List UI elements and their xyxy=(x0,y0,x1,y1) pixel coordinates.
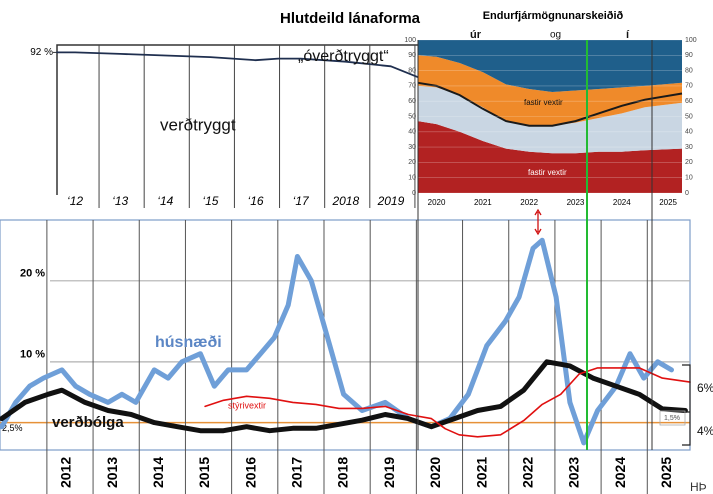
annotation: í xyxy=(626,29,630,41)
x-tick-label: 2015 xyxy=(196,457,212,488)
x-tick-label: 2013 xyxy=(104,457,120,488)
x-tick-label: 2023 xyxy=(567,198,585,207)
y-tick-label: 60 xyxy=(408,98,416,105)
y-tick-label: 40 xyxy=(685,129,693,136)
x-tick-label: 2018 xyxy=(335,457,351,488)
y-tick-label: 80 xyxy=(408,67,416,74)
x-tick-label: ‘17 xyxy=(293,194,310,208)
x-tick-label: 2025 xyxy=(658,457,674,488)
x-tick-label: ‘13 xyxy=(112,194,128,208)
y-tick-label: 20 xyxy=(685,159,693,166)
x-tick-label: 2019 xyxy=(381,457,397,488)
arrow xyxy=(534,208,542,236)
bottom-frame xyxy=(0,219,691,451)
x-tick-label: 2012 xyxy=(58,457,74,488)
y-tick-label: 10 % xyxy=(20,349,45,361)
y-tick-label: 20 xyxy=(408,159,416,166)
y-tick-label: 90 xyxy=(685,52,693,59)
area-segment xyxy=(418,121,682,193)
series-label: stýrivextir xyxy=(228,400,266,410)
x-tick-label: ‘12 xyxy=(67,194,83,208)
y-tick-label: 80 xyxy=(685,67,693,74)
y-tick-label: 92 % xyxy=(30,47,53,58)
y-tick-label: 100 xyxy=(685,37,697,44)
x-tick-label: 2024 xyxy=(612,457,628,488)
y-tick-label: 100 xyxy=(404,37,416,44)
x-tick-label: ‘15 xyxy=(202,194,218,208)
y-tick-label: 0 xyxy=(685,190,689,197)
x-tick-label: 2025 xyxy=(659,198,677,207)
series-label: húsnæði xyxy=(155,334,222,351)
y-tick-label: 20 % xyxy=(20,268,45,280)
annotation: og xyxy=(550,30,561,41)
x-tick-label: 2014 xyxy=(150,457,166,488)
y-tick-label: 10 xyxy=(408,175,416,182)
panel-title: Endurfjármögnunarskeiðið xyxy=(483,10,624,22)
chart-title: Hlutdeild lánaforma xyxy=(280,10,421,27)
area-segment xyxy=(418,85,682,154)
data-line xyxy=(417,81,683,127)
y-tick-label: 0 xyxy=(412,190,416,197)
y-tick-label: 50 xyxy=(408,113,416,120)
annotation: verðtryggt xyxy=(160,115,236,134)
x-tick-label: 2023 xyxy=(566,457,582,488)
series-label: verðbólga xyxy=(52,414,124,431)
y-tick-label: 40 xyxy=(408,129,416,136)
area-segment xyxy=(418,40,682,92)
annotation: 1,5% xyxy=(664,415,680,422)
panel-frame xyxy=(56,44,418,195)
annotation: úr xyxy=(470,29,482,41)
y-tick-label: 30 xyxy=(408,144,416,151)
annotation: fastir vextir xyxy=(528,168,567,177)
y-tick-label: 50 xyxy=(685,113,693,120)
y-tick-label: 90 xyxy=(408,52,416,59)
x-tick-label: 2022 xyxy=(520,198,538,207)
data-line xyxy=(56,51,419,79)
x-tick-label: ‘16 xyxy=(248,194,264,208)
data-line xyxy=(0,237,674,446)
x-tick-label: 2021 xyxy=(474,198,492,207)
y-tick-label: 70 xyxy=(685,83,693,90)
data-line xyxy=(204,367,691,438)
x-tick-label: 2020 xyxy=(428,198,446,207)
data-line xyxy=(0,359,688,434)
x-tick-label: 2018 xyxy=(331,194,359,208)
y-tick-label: 2,5% xyxy=(2,423,23,433)
y-tick-label: 60 xyxy=(685,98,693,105)
y-tick-label: 30 xyxy=(685,144,693,151)
annotation: HÞ xyxy=(690,480,707,494)
x-tick-label: 2020 xyxy=(427,457,443,488)
x-tick-label: 2021 xyxy=(473,457,489,488)
annotation: 4% xyxy=(697,424,713,438)
y-tick-label: 10 xyxy=(685,175,693,182)
label-box xyxy=(659,410,686,426)
x-tick-label: 2017 xyxy=(289,457,305,488)
annotation: 6% xyxy=(697,381,713,395)
x-tick-label: 2022 xyxy=(519,457,535,488)
x-tick-label: ‘14 xyxy=(157,194,173,208)
y-tick-label: 70 xyxy=(408,83,416,90)
x-tick-label: 2016 xyxy=(242,457,258,488)
annotation: „óverðtryggt“ xyxy=(298,48,389,65)
annotation: fastir vextir xyxy=(524,98,563,107)
x-tick-label: 2024 xyxy=(613,198,631,207)
x-tick-label: 2019 xyxy=(377,194,405,208)
bracket xyxy=(682,364,691,446)
